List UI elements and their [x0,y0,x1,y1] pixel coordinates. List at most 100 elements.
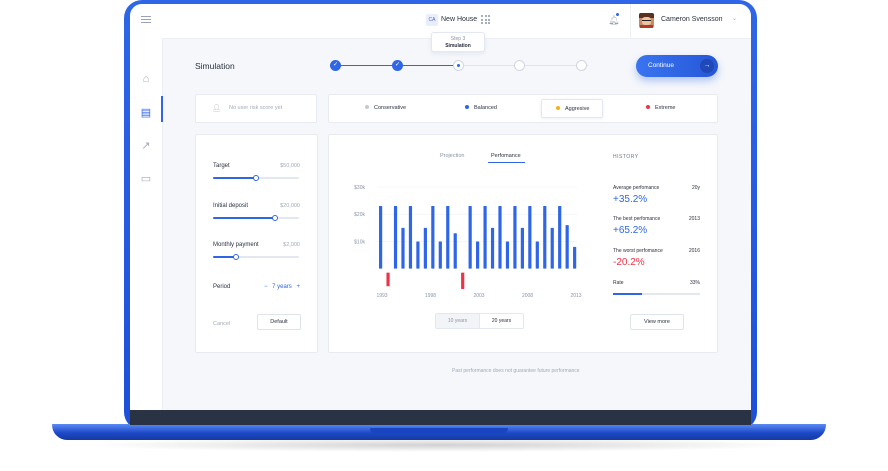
project-name[interactable]: New House [441,16,478,23]
continue-button[interactable]: Continue → [636,55,718,77]
view-more-button[interactable]: View more [630,314,684,330]
monthly-payment-value: $2,000 [283,242,300,248]
disclaimer: Past performance does not guarantee futu… [452,368,580,374]
chart-bar [528,206,532,269]
chart-bar [490,227,495,269]
step-tooltip-step: Step 3 [450,36,466,42]
range-option-20-years[interactable]: 20 years [479,314,523,328]
step-2-done[interactable]: ✓ [392,60,403,71]
risk-empty-text: No user risk score yet [229,105,283,111]
range-option-10-years[interactable]: 10 years [436,314,479,328]
y-tick-label: $30k [354,185,365,191]
y-tick-label: $20k [354,212,365,218]
x-tick-label: 2008 [522,293,533,299]
risk-dot [556,105,560,110]
chart-bar [520,227,524,269]
target-label: Target [213,163,230,169]
home-icon[interactable]: ⌂ [142,73,150,85]
initial-deposit-value: $20,000 [280,203,300,209]
history-title: HISTORY [613,154,639,160]
default-button[interactable]: Default [257,314,301,330]
apps-grid-icon[interactable] [481,15,490,24]
chart-bar [565,225,569,269]
x-tick-label: 2013 [570,293,581,299]
chart-bar [416,241,420,269]
step-1-done[interactable]: ✓ [330,60,341,71]
step-4[interactable] [514,60,525,71]
chevron-down-icon[interactable]: ⌄ [732,16,738,22]
chart-bar [453,233,457,269]
target-value: $50,000 [280,163,300,169]
user-name[interactable]: Cameron Svensson [661,16,723,23]
slider-thumb[interactable] [271,215,278,221]
risk-dot [646,104,650,109]
tab-projection[interactable]: Projection [440,153,465,159]
monthly-payment-slider[interactable] [213,254,299,260]
history-label: The best perfomance [613,216,661,222]
chart-bar [393,206,398,269]
rate-label: Rate [613,280,624,286]
initial-deposit-label: Initial deposit [213,203,249,209]
history-value: +65.2% [613,225,648,236]
chart-bar [550,227,554,269]
chart-bar [513,206,517,269]
risk-option-balanced[interactable]: Balanced [465,99,497,118]
history-value: -20.2% [613,257,645,268]
target-slider[interactable] [213,175,299,181]
slider-thumb[interactable] [233,254,240,260]
history-year: 2013 [688,216,700,222]
risk-score-empty: 👤︎ No user risk score yet [195,94,317,123]
performance-panel: $30k $20k $10k 1993 1998 2003 2008 2013 Project… [328,134,718,353]
step-5[interactable] [576,60,587,71]
minus-icon[interactable]: − [263,284,268,290]
cancel-button[interactable]: Cancel [213,321,231,327]
user-icon: 👤︎ [212,105,221,112]
rate-value: 33% [689,280,700,286]
laptop-notch [370,428,508,434]
briefcase-icon[interactable]: ▤ [140,107,152,119]
x-tick-label: 1998 [425,293,436,299]
chart-bar [498,206,502,269]
step-tooltip: Step 3 Simulation [431,32,485,52]
sidebar-active-indicator [161,96,163,122]
history-year: 2016 [688,248,700,254]
risk-dot [465,104,469,109]
chart-bar [401,227,405,269]
header-divider [630,4,631,38]
chart-bar [476,241,480,269]
risk-option-aggresive[interactable]: Aggresive [541,99,603,118]
period-stepper[interactable]: − 7 years + [264,284,300,290]
history-year: 20y [691,185,700,191]
folder-icon[interactable]: ▭ [140,173,152,185]
step-3-current[interactable] [453,60,464,71]
chart-bar [483,206,487,269]
risk-options: Conservative Balanced Aggresive Extreme [328,94,718,123]
project-badge[interactable]: CA [426,14,438,26]
chart-bar [379,206,383,269]
tab-performance[interactable]: Perfomance [491,153,521,159]
slider-thumb[interactable] [253,175,259,181]
chart-bar [468,206,472,269]
chart-bar [543,206,547,269]
risk-option-conservative[interactable]: Conservative [365,99,406,118]
bell-icon[interactable]: 🔔︎ [608,15,620,25]
x-tick-label: 2003 [473,293,484,299]
chart-bar [446,206,450,269]
menu-icon[interactable] [141,16,151,24]
avatar[interactable] [639,13,654,28]
range-toggle: 10 years 20 years [435,313,524,329]
monthly-payment-label: Monthly payment [213,242,259,248]
plus-icon[interactable]: + [296,284,300,290]
parameters-panel: Target $50,000 Initial deposit $20,000 M… [195,134,318,353]
arrow-right-icon: → [700,59,714,73]
app-screen: CA New House 🔔︎ Cameron Svensson ⌄ Step … [130,4,751,425]
risk-option-extreme[interactable]: Extreme [646,99,675,118]
initial-deposit-slider[interactable] [213,215,299,221]
chart-bar [461,272,465,289]
y-tick-label: $10k [354,239,365,245]
period-value: 7 years [272,284,292,290]
export-icon[interactable]: ↗ [141,140,151,152]
history-value: +35.2% [613,194,648,205]
risk-dot [365,104,369,109]
x-tick-label: 1993 [376,293,387,299]
